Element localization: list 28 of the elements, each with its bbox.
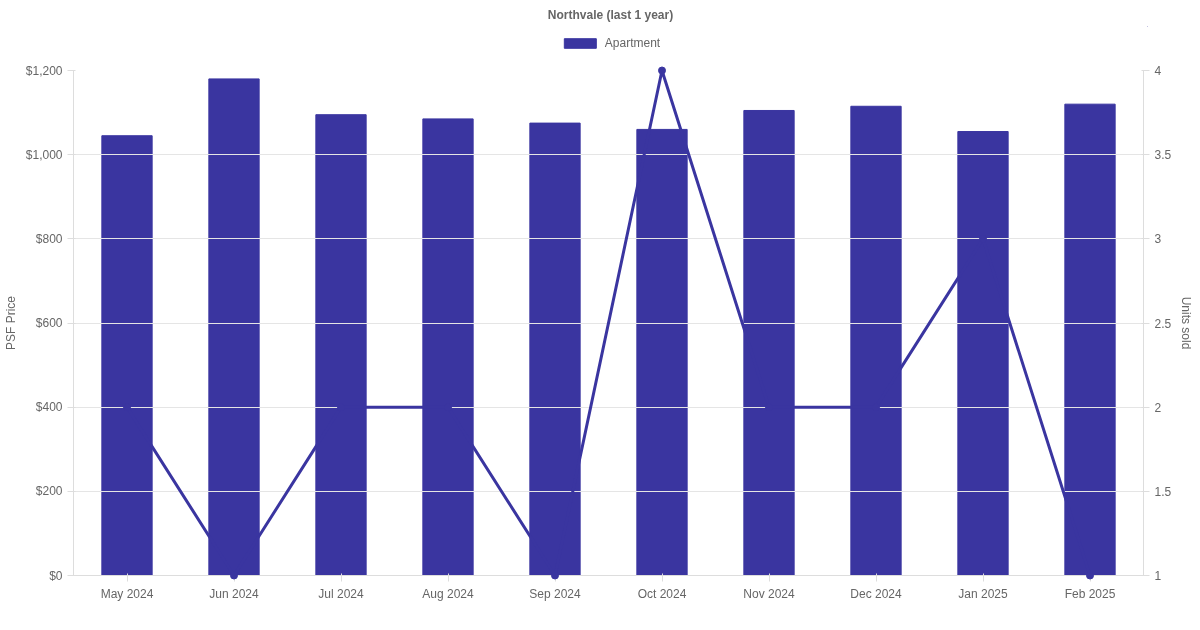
y2-tick-label: 3.5: [1154, 148, 1172, 163]
legend-label: Apartment: [604, 36, 661, 50]
x-tick-label: Oct 2024: [637, 586, 687, 601]
y2-tick-label: 1: [1154, 569, 1162, 583]
x-tick-label: Sep 2024: [529, 586, 582, 601]
chart-title: Northvale (last 1 year): [547, 7, 674, 22]
y-tick-label: $800: [35, 231, 63, 246]
x-tick-label: Aug 2024: [422, 586, 475, 601]
y-tick-label: $1,200: [25, 63, 63, 78]
x-tick-label: May 2024: [100, 586, 154, 601]
y2-tick-label: 3: [1154, 232, 1162, 247]
y-tick-label: $600: [35, 316, 63, 330]
x-tick-label: Jun 2024: [209, 586, 260, 601]
y2-tick-label: 4: [1154, 64, 1162, 78]
x-tick-label: Jan 2025: [958, 586, 1009, 601]
y-tick-label: $200: [35, 484, 63, 499]
y-tick-label: $1,000: [25, 147, 63, 162]
y2-axis-title: Units sold: [1179, 296, 1194, 350]
x-tick-label: Nov 2024: [743, 586, 796, 601]
y2-tick-label: 2: [1154, 400, 1162, 415]
x-tick-label: Feb 2025: [1064, 586, 1116, 601]
x-tick-label: Jul 2024: [318, 586, 365, 601]
y-tick-label: $0: [49, 568, 63, 583]
y-axis-title: PSF Price: [3, 295, 18, 351]
y2-tick-label: 1.5: [1154, 484, 1172, 499]
x-tick-label: Dec 2024: [850, 586, 903, 601]
y2-tick-label: 2.5: [1154, 316, 1172, 331]
y-tick-label: $400: [35, 400, 63, 415]
